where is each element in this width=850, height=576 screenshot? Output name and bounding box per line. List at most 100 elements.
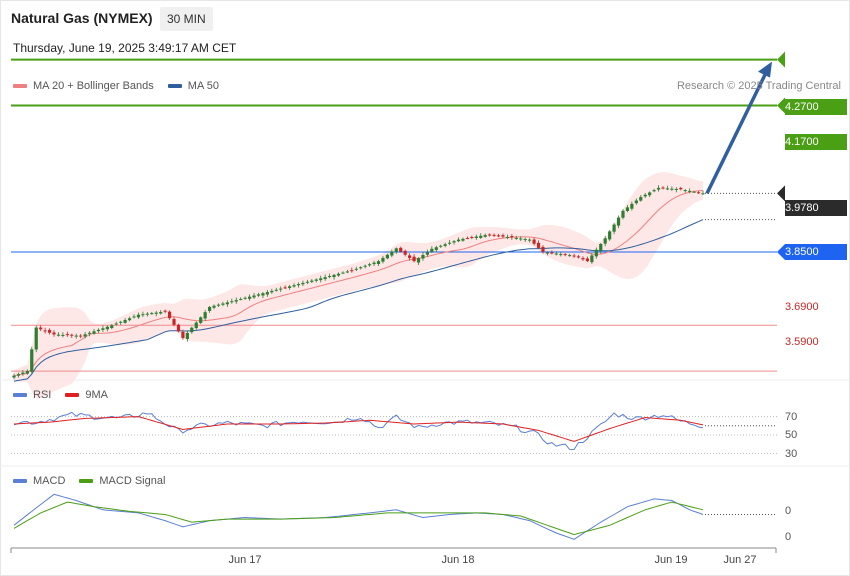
x-tick-jun-17: Jun 17 [228,554,262,566]
candle-body [568,255,572,257]
candle [599,242,603,254]
candle [43,327,47,334]
candle [394,247,398,254]
candle-body [670,188,674,190]
rsi-ma-swatch [65,393,80,397]
candle [568,253,572,257]
candle [585,256,590,263]
candle-body [350,270,354,272]
candle-body [372,262,376,265]
candle-body [648,192,652,196]
candle-body [21,372,25,374]
candle [207,305,212,313]
candle [559,252,563,257]
candle [216,303,221,308]
candle-body [56,334,61,336]
candle-body [61,334,65,336]
candle [283,285,287,290]
candle-body [279,288,283,290]
candle-body [328,276,332,278]
candle-body [701,193,705,195]
candle [554,251,558,256]
candle [590,253,594,264]
candle [474,234,478,240]
candle-body [123,320,127,323]
candle [652,188,656,193]
candle-body [39,327,43,330]
candle [399,246,403,253]
candle-body [630,203,634,209]
candle-body [656,187,661,190]
instrument-title: Natural Gas (NYMEX) [11,10,153,26]
candle [496,233,501,238]
level-tag-arrow-3-6900 [777,317,785,333]
candle-body [674,188,678,190]
candle-body [52,332,56,335]
candle [439,244,443,248]
candle [261,292,265,299]
candle [159,310,163,315]
candle-body [127,318,132,321]
candle-body [119,321,123,323]
candle [21,370,25,376]
candle [16,372,21,378]
ma20-swatch [13,84,27,88]
candle-body [448,242,452,244]
last-price-tag: 3.9780 [785,200,847,216]
candle [87,331,92,337]
candle [492,233,496,237]
candle-body [683,190,687,192]
candle [359,266,363,270]
candle [594,247,598,259]
ma50-swatch [167,84,182,88]
candle [403,249,407,257]
candle-body [585,258,590,262]
forecast-arrow [705,61,772,195]
candle-body [239,298,243,300]
candle-body [452,241,456,243]
candle [665,185,670,191]
candle [225,300,229,307]
candle-body [74,335,78,337]
candle [119,320,123,325]
candle [625,204,630,213]
candle [319,275,323,283]
candle-body [110,325,114,329]
candle-body [439,245,443,247]
candle [110,324,114,330]
candle-body [261,293,265,296]
candle [634,198,638,205]
candle [132,314,136,319]
candle-body [181,331,185,339]
candle [199,316,203,325]
candle-body [163,310,167,312]
candle-body [368,264,372,266]
candle-body [621,210,625,218]
candle-body [550,252,554,254]
level-tag-arrow-4-1700 [777,97,785,114]
candle-body [225,302,229,305]
candle-body [65,334,69,336]
candle-body [25,371,29,374]
bollinger-band [14,172,703,399]
candle-body [96,329,101,332]
ma20-legend-label: MA 20 + Bollinger Bands [33,80,154,92]
candle [639,194,643,202]
candle-body [194,322,198,329]
candle [336,272,341,277]
candle-body [612,224,616,232]
candle [523,237,527,242]
candle [145,312,149,317]
candle [470,235,474,240]
interval-selector[interactable]: 30 MIN [160,7,213,31]
candle [30,346,34,374]
candle-body [310,280,314,282]
candle [430,246,434,253]
candle [354,266,358,272]
candle-body [390,251,394,256]
candle [96,328,101,333]
candle [301,280,305,287]
candle [692,190,696,193]
candle [79,333,83,339]
candle-body [34,327,38,350]
